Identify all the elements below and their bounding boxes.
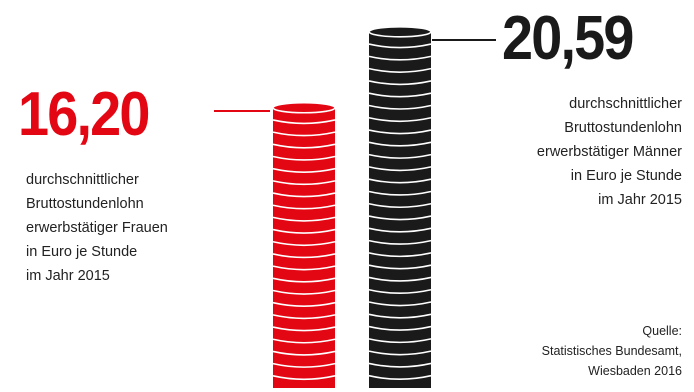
women-coin-edge xyxy=(272,216,336,222)
women-coin-edge xyxy=(272,326,336,332)
women-coin-stack xyxy=(273,107,335,389)
men-coin-edge xyxy=(368,301,432,307)
men-description-line: Bruttostundenlohn xyxy=(564,120,682,136)
source-note: Quelle: Statistisches Bundesamt, Wiesbad… xyxy=(542,321,682,381)
women-coin-edge xyxy=(272,155,336,161)
men-coin-edge xyxy=(368,129,432,135)
women-description: durchschnittlicher Bruttostundenlohn erw… xyxy=(26,168,168,288)
men-bar xyxy=(368,25,432,388)
men-coin-edge xyxy=(368,141,432,147)
women-coin-edge xyxy=(272,143,336,149)
men-coin-edge xyxy=(368,104,432,110)
women-coin-edge xyxy=(272,119,336,125)
men-coin-edge xyxy=(368,313,432,319)
men-coin-edge xyxy=(368,202,432,209)
men-coin-edge xyxy=(368,239,432,245)
men-coin-edge xyxy=(368,55,432,61)
men-coin-edge xyxy=(368,153,432,159)
women-coin-edge xyxy=(272,277,336,283)
men-coin-edge xyxy=(368,166,432,172)
men-coin-edge xyxy=(368,227,432,233)
men-coin-edge xyxy=(368,362,432,368)
source-line: Wiesbaden 2016 xyxy=(588,364,682,378)
men-description: durchschnittlicher Bruttostundenlohn erw… xyxy=(537,92,682,212)
source-line: Quelle: xyxy=(642,324,682,338)
women-description-line: durchschnittlicher xyxy=(26,172,139,188)
men-coin-edge xyxy=(368,374,432,381)
men-description-line: in Euro je Stunde xyxy=(570,168,682,184)
men-coin-edge xyxy=(368,276,432,282)
men-coin-edge xyxy=(368,215,432,221)
women-coin-edge xyxy=(272,314,336,320)
men-coin-edge xyxy=(368,288,432,295)
women-coin-edge xyxy=(272,131,336,137)
women-coin-edge xyxy=(272,228,336,234)
men-coin-edge xyxy=(368,67,432,73)
women-description-line: Bruttostundenlohn xyxy=(26,196,144,212)
women-coin-edge xyxy=(272,375,336,381)
women-description-line: im Jahr 2015 xyxy=(26,268,110,284)
women-coin-edge xyxy=(272,350,336,356)
men-value-label: 20,59 xyxy=(502,4,634,73)
women-coin-edge xyxy=(272,289,336,295)
women-coin-edge xyxy=(272,204,336,210)
men-coin-edge xyxy=(368,178,432,184)
men-coin-edge xyxy=(368,264,432,270)
women-coin-edge xyxy=(272,301,336,308)
women-coin-edge xyxy=(272,362,336,368)
women-description-line: in Euro je Stunde xyxy=(26,244,138,260)
men-coin-edge xyxy=(368,350,432,356)
women-coin-edge xyxy=(272,167,336,173)
women-coin-edge xyxy=(272,180,336,186)
women-value-label: 16,20 xyxy=(18,80,150,149)
men-coin-edge xyxy=(368,80,432,86)
men-coin-top xyxy=(368,25,432,38)
women-coin-edge xyxy=(272,338,336,344)
men-coin-edge xyxy=(368,338,432,344)
source-line: Statistisches Bundesamt, xyxy=(541,344,682,358)
women-description-line: erwerbstätiger Frauen xyxy=(26,220,168,236)
men-coin-edge xyxy=(368,92,432,98)
women-coin-top xyxy=(272,101,336,114)
men-coin-edge xyxy=(368,252,432,258)
women-bar xyxy=(272,101,336,389)
women-coin-edge xyxy=(272,192,336,198)
women-coin-edge xyxy=(272,253,336,259)
women-coin-edge xyxy=(272,265,336,271)
men-coin-edge xyxy=(368,190,432,196)
women-coin-edge xyxy=(272,240,336,247)
men-description-line: im Jahr 2015 xyxy=(598,192,682,208)
men-description-line: erwerbstätiger Männer xyxy=(536,144,682,160)
men-description-line: durchschnittlicher xyxy=(569,96,682,112)
men-coin-edge xyxy=(368,43,432,49)
men-coin-edge xyxy=(368,325,432,331)
men-coin-edge xyxy=(368,116,432,123)
